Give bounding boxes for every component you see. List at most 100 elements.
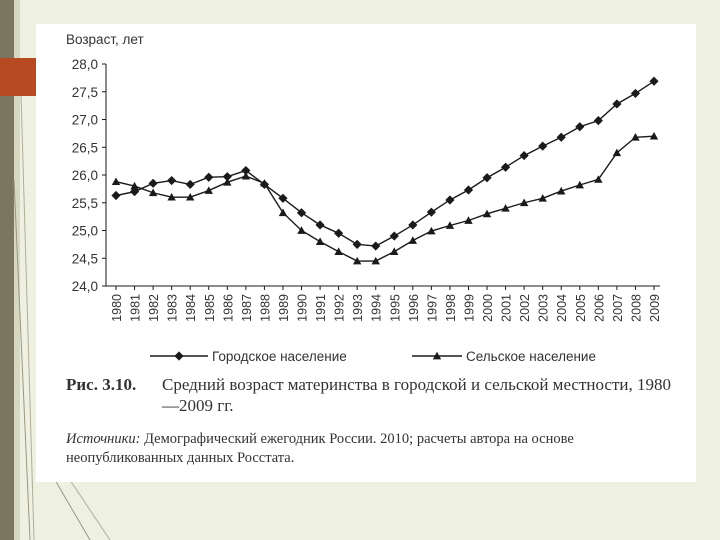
x-tick-label: 1987 [240, 294, 254, 322]
x-tick-label: 2004 [555, 294, 569, 322]
line-chart: Возраст, лет 24,0 24,5 25,0 25,5 26,0 26,5 27,0… [66, 32, 662, 364]
y-tick-label: 27,5 [72, 85, 98, 100]
rural-data-point [148, 188, 158, 197]
x-tick-label: 1995 [388, 294, 402, 322]
x-tick-label: 1999 [462, 294, 476, 322]
x-tick-label: 2003 [537, 294, 551, 322]
rural-data-point [390, 247, 399, 255]
figure-label: Рис. 3.10. [66, 375, 137, 394]
y-tick-label: 28,0 [72, 57, 98, 72]
urban-data-point [519, 150, 529, 161]
rural-data-point [427, 226, 436, 235]
rural-data-point [315, 237, 325, 245]
urban-data-point [482, 173, 492, 183]
urban-data-point [612, 99, 622, 109]
rural-data-point [482, 209, 492, 218]
rural-data-point [519, 198, 529, 207]
rural-data-point [186, 193, 195, 201]
rural-data-point [297, 226, 306, 234]
urban-data-point [556, 132, 566, 142]
y-tick-label: 24,0 [72, 279, 98, 294]
legend-rural-marker [432, 351, 442, 360]
rural-data-point [612, 148, 622, 157]
rural-series-line [115, 135, 655, 262]
rural-data-point [501, 204, 510, 212]
sources-label: Источники: [66, 431, 141, 447]
x-tick-label: 1984 [184, 294, 198, 322]
urban-data-point [463, 185, 474, 195]
x-tick-label: 1998 [444, 294, 458, 322]
figure-title: Средний возраст материнства в городской … [162, 375, 671, 415]
x-tick-label: 1986 [221, 294, 235, 322]
x-tick-label: 1992 [333, 294, 347, 322]
rural-data-point [223, 178, 232, 186]
y-tick-label: 26,5 [72, 140, 98, 155]
rural-data-point [557, 186, 566, 195]
x-tick-label: 2002 [518, 294, 532, 322]
x-tick-label: 2005 [574, 294, 588, 322]
legend-urban-label: Городское население [212, 349, 347, 364]
y-axis-label: Возраст, лет [66, 32, 144, 47]
y-tick-label: 25,0 [72, 224, 98, 239]
urban-data-point [500, 162, 511, 172]
x-tick-label: 1997 [425, 294, 439, 322]
rural-data-point [371, 256, 380, 265]
rural-data-point [204, 186, 213, 194]
rural-data-point [260, 179, 269, 187]
legend-rural-label: Сельское население [466, 349, 596, 364]
rural-data-point [130, 181, 139, 190]
urban-data-point [352, 239, 362, 249]
urban-data-point [408, 220, 418, 230]
x-tick-label: 1994 [370, 294, 384, 322]
rural-data-point [334, 247, 343, 255]
urban-data-point [315, 220, 325, 230]
urban-data-point [111, 190, 121, 201]
x-tick-label: 1989 [277, 294, 291, 322]
y-tick-label: 24,5 [72, 251, 98, 266]
x-tick-label: 2001 [500, 294, 514, 322]
urban-data-point [649, 76, 659, 86]
rural-data-point [649, 131, 659, 140]
x-tick-label: 2009 [648, 294, 662, 322]
x-tick-label: 2008 [629, 294, 643, 322]
urban-data-point [630, 88, 641, 99]
urban-data-point [445, 195, 455, 205]
left-decorative-band [0, 0, 14, 540]
urban-data-point [593, 116, 603, 126]
x-tick-label: 2000 [481, 294, 495, 322]
urban-data-point [538, 141, 548, 151]
y-tick-label: 27,0 [72, 113, 98, 128]
figure-sources: Источники: Демографический ежегодник Рос… [66, 430, 686, 468]
x-tick-label: 1996 [407, 294, 421, 322]
figure-caption: Рис. 3.10. Средний возраст материнства в… [66, 374, 686, 468]
urban-data-point [222, 172, 232, 182]
left-decorative-band-light [14, 0, 20, 540]
x-tick-label: 1988 [258, 294, 272, 322]
x-tick-label: 2007 [611, 294, 625, 322]
x-tick-label: 1991 [314, 294, 328, 322]
accent-block [0, 58, 36, 96]
rural-data-point [445, 221, 455, 229]
urban-data-point [148, 178, 158, 188]
rural-data-point [408, 236, 418, 244]
x-tick-label: 1981 [129, 294, 143, 322]
urban-data-point [575, 122, 585, 132]
x-tick-label: 1990 [296, 294, 310, 322]
rural-data-point [538, 194, 547, 202]
rural-data-point [278, 208, 288, 217]
urban-data-point [185, 179, 195, 190]
urban-data-point [426, 207, 436, 217]
rural-data-point [594, 175, 603, 183]
rural-data-point [241, 171, 251, 180]
x-tick-label: 1980 [110, 294, 124, 322]
slide-panel: Возраст, лет 24,0 24,5 25,0 25,5 26,0 26,5 27,0… [36, 24, 696, 482]
urban-data-point [278, 193, 288, 203]
x-tick-label: 1982 [147, 294, 161, 322]
urban-data-point [371, 241, 381, 251]
rural-data-point [575, 180, 584, 189]
urban-data-point [167, 175, 177, 186]
y-tick-label: 25,5 [72, 196, 98, 211]
legend-urban-marker [174, 351, 184, 361]
x-tick-label: 1993 [351, 294, 365, 322]
